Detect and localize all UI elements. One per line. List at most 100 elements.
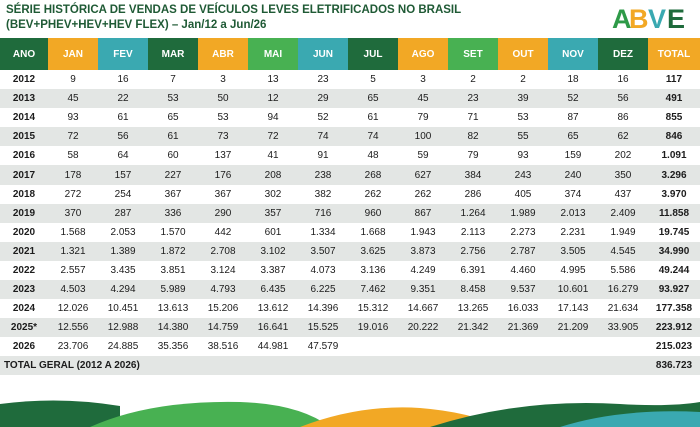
year-cell: 2012 [0, 70, 48, 90]
month-cell: 62 [598, 127, 648, 147]
month-cell: 384 [448, 165, 498, 185]
footer-decoration [0, 400, 700, 427]
month-cell: 1.568 [48, 222, 98, 242]
month-cell: 64 [98, 146, 148, 166]
year-total-cell: 223.912 [648, 318, 700, 338]
month-cell: 2.787 [498, 241, 548, 261]
col-header-nov: NOV [548, 38, 598, 70]
month-cell: 72 [48, 127, 98, 147]
month-cell: 61 [148, 127, 198, 147]
month-cell: 33.905 [598, 318, 648, 338]
month-cell: 272 [48, 184, 98, 204]
table-row: 2018 272 254 367 367 302 382 262 262 286 405 374 437… [0, 184, 700, 204]
month-cell: 14.396 [298, 299, 348, 319]
month-cell: 60 [148, 146, 198, 166]
month-cell: 262 [348, 184, 398, 204]
month-cell: 58 [48, 146, 98, 166]
month-cell: 9.351 [398, 280, 448, 300]
month-cell: 65 [148, 108, 198, 128]
month-cell: 14.380 [148, 318, 198, 338]
table-row: 2026 23.706 24.885 35.356 38.516 44.981 47.579… [0, 337, 700, 357]
month-cell: 1.668 [348, 222, 398, 242]
year-cell: 2016 [0, 146, 48, 166]
month-cell: 73 [198, 127, 248, 147]
month-cell: 302 [248, 184, 298, 204]
month-cell: 290 [198, 203, 248, 223]
month-cell: 52 [548, 89, 598, 109]
month-cell: 5.586 [598, 260, 648, 281]
month-cell: 93 [48, 108, 98, 128]
month-cell: 94 [248, 108, 298, 128]
month-cell: 9 [48, 70, 98, 90]
month-cell: 3.102 [248, 241, 298, 261]
month-cell: 10.451 [98, 299, 148, 319]
month-cell: 3.124 [198, 260, 248, 281]
month-cell: 29 [298, 89, 348, 109]
month-cell: 13.613 [148, 299, 198, 319]
month-cell: 71 [448, 108, 498, 128]
year-total-cell: 117 [648, 70, 700, 90]
month-cell: 82 [448, 127, 498, 147]
month-cell: 437 [598, 184, 648, 204]
month-cell: 3.851 [148, 260, 198, 281]
year-total-cell: 19.745 [648, 222, 700, 242]
year-cell: 2022 [0, 260, 48, 281]
month-cell: 6.391 [448, 260, 498, 281]
month-cell: 2.708 [198, 241, 248, 261]
month-cell: 15.525 [298, 318, 348, 338]
col-header-jan: JAN [48, 38, 98, 70]
month-cell: 627 [398, 165, 448, 185]
col-header-abr: ABR [198, 38, 248, 70]
month-cell: 21.342 [448, 318, 498, 338]
month-cell: 370 [48, 203, 98, 223]
year-total-cell: 177.358 [648, 299, 700, 319]
col-header-set: SET [448, 38, 498, 70]
month-cell: 1.872 [148, 241, 198, 261]
month-cell [548, 337, 598, 357]
month-cell: 53 [198, 108, 248, 128]
month-cell: 176 [198, 165, 248, 185]
month-cell: 240 [548, 165, 598, 185]
month-cell: 867 [398, 203, 448, 223]
month-cell: 61 [348, 108, 398, 128]
month-cell: 47.579 [298, 337, 348, 357]
month-cell: 336 [148, 203, 198, 223]
month-cell: 367 [198, 184, 248, 204]
month-cell: 23.706 [48, 337, 98, 357]
month-cell: 56 [598, 89, 648, 109]
year-total-cell: 93.927 [648, 280, 700, 300]
month-cell: 16.033 [498, 299, 548, 319]
month-cell: 50 [198, 89, 248, 109]
table-row: 2021 1.321 1.389 1.872 2.708 3.102 3.507 3.625 3… [0, 241, 700, 261]
month-cell: 15.312 [348, 299, 398, 319]
month-cell: 350 [598, 165, 648, 185]
month-cell: 1.989 [498, 203, 548, 223]
year-total-cell: 855 [648, 108, 700, 128]
month-cell: 367 [148, 184, 198, 204]
month-cell: 39 [498, 89, 548, 109]
month-cell: 159 [548, 146, 598, 166]
month-cell: 22 [98, 89, 148, 109]
month-cell: 13.612 [248, 299, 298, 319]
month-cell [448, 337, 498, 357]
month-cell: 1.334 [298, 222, 348, 242]
month-cell: 35.356 [148, 337, 198, 357]
table-row: 2025* 12.556 12.988 14.380 14.759 16.641 15.52… [0, 318, 700, 338]
month-cell: 3 [198, 70, 248, 90]
month-cell: 38.516 [198, 337, 248, 357]
month-cell: 16 [98, 70, 148, 90]
month-cell: 18 [548, 70, 598, 90]
year-cell: 2023 [0, 280, 48, 300]
page-title: SÉRIE HISTÓRICA DE VENDAS DE VEÍCULOS LE… [6, 3, 461, 33]
month-cell: 44.981 [248, 337, 298, 357]
month-cell: 48 [348, 146, 398, 166]
month-cell: 1.949 [598, 222, 648, 242]
month-cell: 72 [248, 127, 298, 147]
table-row: 2022 2.557 3.435 3.851 3.124 3.387 4.073 3.136 4… [0, 260, 700, 281]
col-header-dez: DEZ [598, 38, 648, 70]
year-total-cell: 34.990 [648, 241, 700, 261]
month-cell: 4.503 [48, 280, 98, 300]
year-cell: 2024 [0, 299, 48, 319]
month-cell: 2.053 [98, 222, 148, 242]
month-cell: 7 [148, 70, 198, 90]
